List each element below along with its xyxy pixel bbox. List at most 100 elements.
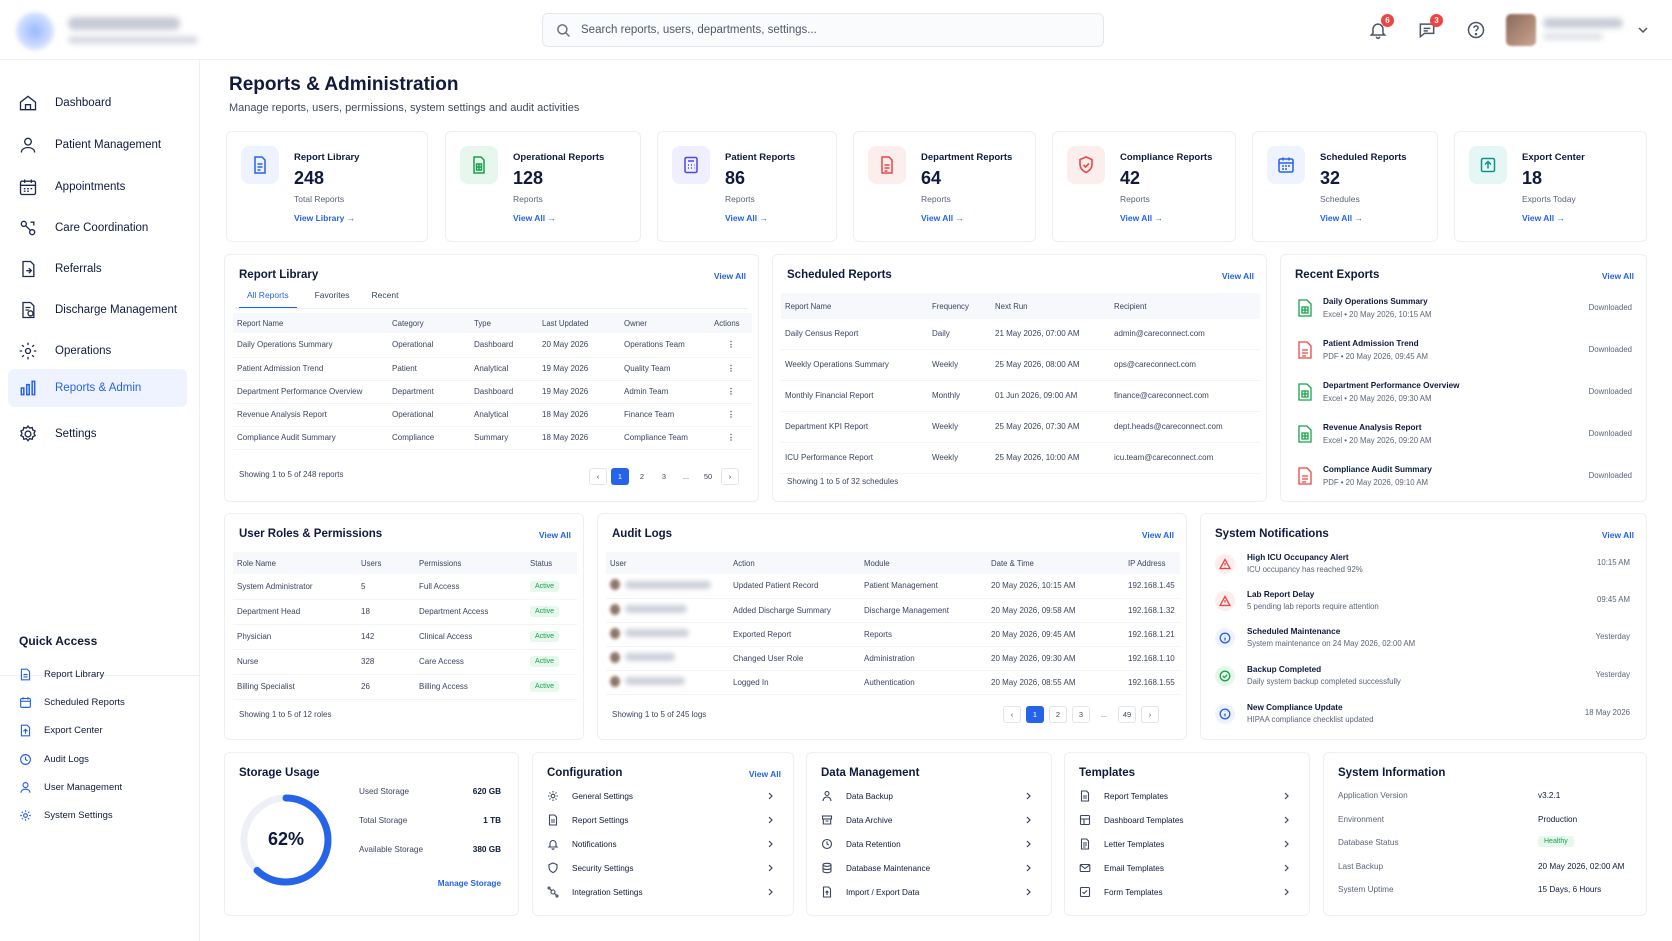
table-row[interactable]: Nurse 328 Care Access Active <box>233 649 577 675</box>
config-item-security-settings[interactable]: Security Settings <box>547 860 779 876</box>
table-row[interactable]: ICU Performance Report Weekly 25 May 202… <box>781 442 1260 474</box>
view-all-link[interactable]: View All → <box>725 213 768 223</box>
view-all-link[interactable]: View All → <box>513 213 556 223</box>
prev-page-button[interactable]: ‹ <box>589 468 607 485</box>
more-actions-icon[interactable]: ⋮ <box>710 426 752 450</box>
view-all-link[interactable]: View All <box>1221 271 1254 281</box>
data-item-archive[interactable]: Data Archive <box>821 812 1037 828</box>
export-item[interactable]: Revenue Analysis Report Excel • 20 May 2… <box>1293 421 1634 453</box>
sidebar-item-care-coordination[interactable]: Care Coordination <box>8 209 187 247</box>
quick-access-report-library[interactable]: Report Library <box>19 666 104 682</box>
export-item[interactable]: Daily Operations Summary Excel • 20 May … <box>1293 295 1634 327</box>
table-row[interactable]: Added Discharge Summary Discharge Manage… <box>606 598 1180 623</box>
report-name[interactable]: Weekly Operations Summary <box>781 349 928 381</box>
view-all-link[interactable]: View All → <box>1522 213 1565 223</box>
table-row[interactable]: Department KPI Report Weekly 25 May 2026… <box>781 411 1260 443</box>
export-item[interactable]: Department Performance Overview Excel • … <box>1293 379 1634 411</box>
report-name[interactable]: Department KPI Report <box>781 411 928 443</box>
app-logo[interactable] <box>12 8 202 52</box>
view-library-link[interactable]: View Library → <box>294 213 356 223</box>
chevron-down-icon[interactable] <box>1637 24 1649 36</box>
quick-access-export-center[interactable]: Export Center <box>19 722 103 738</box>
config-item-report-settings[interactable]: Report Settings <box>547 812 779 828</box>
notification-item[interactable]: New Compliance Update HIPAA compliance c… <box>1213 702 1634 734</box>
page-button[interactable]: 1 <box>611 468 629 485</box>
next-page-button[interactable]: › <box>721 468 739 485</box>
stat-card-compliance-reports[interactable]: Compliance Reports 42 Reports View All → <box>1052 131 1236 242</box>
more-actions-icon[interactable]: ⋮ <box>710 380 752 404</box>
stat-card-scheduled-reports[interactable]: Scheduled Reports 32 Schedules View All … <box>1252 131 1438 242</box>
view-all-link[interactable]: View All <box>1601 271 1634 281</box>
notifications-bell-icon[interactable]: 6 <box>1368 14 1394 40</box>
notification-item[interactable]: Lab Report Delay 5 pending lab reports r… <box>1213 589 1634 621</box>
table-row[interactable]: Department Head 18 Department Access Act… <box>233 599 577 625</box>
template-item-form[interactable]: Form Templates <box>1079 884 1295 900</box>
table-row[interactable]: System Administrator 5 Full Access Activ… <box>233 574 577 600</box>
data-item-database-maintenance[interactable]: Database Maintenance <box>821 860 1037 876</box>
config-item-integration-settings[interactable]: Integration Settings <box>547 884 779 900</box>
config-item-notifications[interactable]: Notifications <box>547 836 779 852</box>
view-all-link[interactable]: View All <box>1601 530 1634 540</box>
report-name[interactable]: Patient Admission Trend <box>233 357 388 381</box>
report-name[interactable]: ICU Performance Report <box>781 442 928 474</box>
quick-access-user-management[interactable]: User Management <box>19 779 122 795</box>
stat-card-department-reports[interactable]: Department Reports 64 Reports View All → <box>853 131 1036 242</box>
table-row[interactable]: Revenue Analysis Report Operational Anal… <box>233 403 752 427</box>
more-actions-icon[interactable]: ⋮ <box>710 403 752 427</box>
export-item[interactable]: Compliance Audit Summary PDF • 20 May 20… <box>1293 463 1634 495</box>
user-avatar[interactable] <box>1506 14 1536 46</box>
report-name[interactable]: Monthly Financial Report <box>781 380 928 412</box>
table-row[interactable]: Daily Census Report Daily 21 May 2026, 0… <box>781 319 1260 350</box>
help-icon[interactable] <box>1466 20 1486 40</box>
table-row[interactable]: Patient Admission Trend Patient Analytic… <box>233 357 752 381</box>
sidebar-item-patient-management[interactable]: Patient Management <box>8 126 187 164</box>
export-item[interactable]: Patient Admission Trend PDF • 20 May 202… <box>1293 337 1634 369</box>
manage-storage-link[interactable]: Manage Storage <box>437 879 501 888</box>
view-all-link[interactable]: View All <box>538 530 571 540</box>
notification-item[interactable]: Scheduled Maintenance System maintenance… <box>1213 626 1634 658</box>
table-row[interactable]: Updated Patient Record Patient Managemen… <box>606 574 1180 599</box>
sidebar-item-operations[interactable]: Operations <box>8 332 187 370</box>
quick-access-audit-logs[interactable]: Audit Logs <box>19 751 89 767</box>
prev-page-button[interactable]: ‹ <box>1003 706 1021 723</box>
next-page-button[interactable]: › <box>1141 706 1159 723</box>
view-all-link[interactable]: View All <box>748 769 781 779</box>
template-item-letter[interactable]: Letter Templates <box>1079 836 1295 852</box>
view-all-link[interactable]: View All → <box>1120 213 1163 223</box>
table-row[interactable]: Daily Operations Summary Operational Das… <box>233 333 752 358</box>
more-actions-icon[interactable]: ⋮ <box>710 357 752 381</box>
stat-card-report-library[interactable]: Report Library 248 Total Reports View Li… <box>226 131 428 242</box>
table-row[interactable]: Changed User Role Administration 20 May … <box>606 646 1180 671</box>
sidebar-item-settings[interactable]: Settings <box>8 415 187 453</box>
quick-access-system-settings[interactable]: System Settings <box>19 807 113 823</box>
sidebar-item-dashboard[interactable]: Dashboard <box>8 84 187 122</box>
view-all-link[interactable]: View All → <box>921 213 964 223</box>
page-button[interactable]: 2 <box>1049 706 1067 723</box>
table-row[interactable]: Weekly Operations Summary Weekly 25 May … <box>781 349 1260 381</box>
page-button[interactable]: 50 <box>703 472 713 481</box>
report-name[interactable]: Revenue Analysis Report <box>233 403 388 427</box>
report-name[interactable]: Compliance Audit Summary <box>233 426 388 450</box>
sidebar-item-appointments[interactable]: Appointments <box>8 168 187 206</box>
data-item-import-export[interactable]: Import / Export Data <box>821 884 1037 900</box>
report-name[interactable]: Daily Census Report <box>781 319 928 350</box>
page-button[interactable]: 2 <box>639 472 645 481</box>
page-button[interactable]: 3 <box>1072 706 1090 723</box>
view-all-link[interactable]: View All <box>713 271 746 281</box>
view-all-link[interactable]: View All → <box>1320 213 1363 223</box>
page-button[interactable]: 3 <box>661 472 667 481</box>
table-row[interactable]: Department Performance Overview Departme… <box>233 380 752 404</box>
template-item-report[interactable]: Report Templates <box>1079 788 1295 804</box>
template-item-email[interactable]: Email Templates <box>1079 860 1295 876</box>
data-item-retention[interactable]: Data Retention <box>821 836 1037 852</box>
table-row[interactable]: Physician 142 Clinical Access Active <box>233 624 577 650</box>
table-row[interactable]: Logged In Authentication 20 May 2026, 08… <box>606 670 1180 695</box>
stat-card-patient-reports[interactable]: Patient Reports 86 Reports View All → <box>657 131 837 242</box>
stat-card-operational-reports[interactable]: Operational Reports 128 Reports View All… <box>445 131 641 242</box>
tab-favorites[interactable]: Favorites <box>314 290 350 300</box>
tab-recent[interactable]: Recent <box>371 290 399 300</box>
data-item-backup[interactable]: Data Backup <box>821 788 1037 804</box>
sidebar-item-referrals[interactable]: Referrals <box>8 250 187 288</box>
stat-card-export-center[interactable]: Export Center 18 Exports Today View All … <box>1454 131 1647 242</box>
more-actions-icon[interactable]: ⋮ <box>710 333 752 358</box>
